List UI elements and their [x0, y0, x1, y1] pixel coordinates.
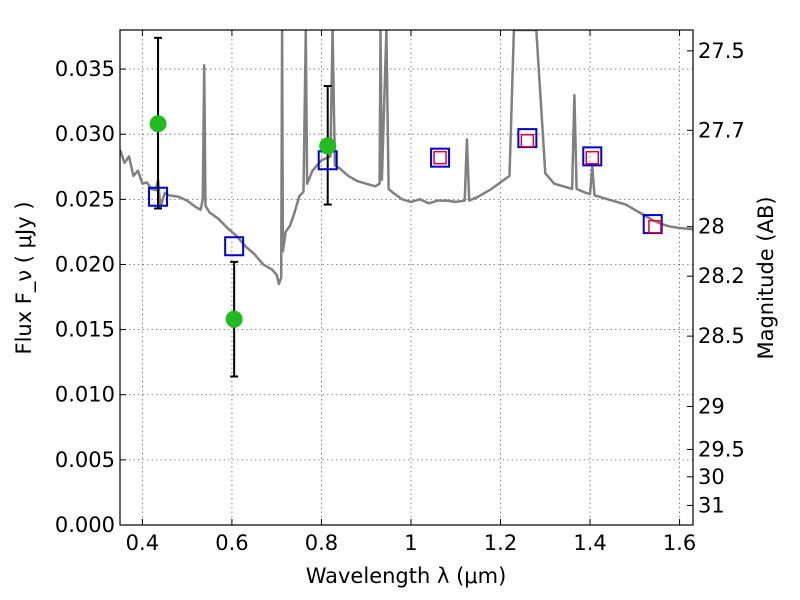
observed-flux-point: [225, 310, 243, 328]
y-tick-label: 0.000: [55, 513, 115, 537]
y-tick-label: 0.010: [55, 383, 115, 407]
y-axis-title: Flux F_ν ( μJy ): [12, 201, 37, 354]
y-tick-label: 0.020: [55, 252, 115, 276]
model-photometry-marker: [224, 236, 245, 257]
y-tick-label: 0.025: [55, 187, 115, 211]
model-photometry-marker: [582, 146, 603, 167]
x-tick-label: 1.6: [663, 531, 696, 555]
observed-flux-point: [149, 115, 167, 133]
right-tick-label: 28.5: [698, 324, 745, 348]
y-right-axis-title: Magnitude (AB): [754, 196, 778, 359]
x-tick-label: 0.6: [215, 531, 248, 555]
right-tick-label: 30: [698, 465, 725, 489]
axes: 0.4 0.6 0.8 1 1.2 1.4 1.6 0.000 0.005 0.010 0.015 0…: [55, 30, 745, 555]
model-photometry-inner-marker: [520, 133, 535, 148]
y-tick-label: 0.005: [55, 448, 115, 472]
observed-flux-point: [319, 137, 337, 155]
y-tick-label: 0.035: [55, 57, 115, 81]
model-spectrum-line: [120, 30, 693, 286]
x-tick-label: 0.4: [126, 531, 159, 555]
model-photometry-inner-marker: [433, 150, 447, 165]
right-tick-label: 27.5: [698, 39, 745, 63]
plot-background: [120, 30, 693, 525]
model-photometry-marker: [430, 147, 451, 168]
x-tick-label: 0.8: [305, 531, 338, 555]
right-tick-label: 29: [698, 394, 725, 418]
model-photometry-inner-marker: [648, 219, 662, 234]
right-tick-label: 28.2: [698, 264, 745, 288]
plot-area: [120, 30, 693, 378]
x-tick-label: 1: [404, 531, 417, 555]
x-tick-label: 1.2: [484, 531, 517, 555]
right-tick-label: 31: [698, 493, 725, 517]
y-tick-label: 0.030: [55, 122, 115, 146]
right-tick-label: 27.7: [698, 118, 745, 142]
x-tick-label: 1.4: [573, 531, 606, 555]
x-axis-title: Wavelength λ (μm): [306, 564, 507, 588]
right-tick-label: 28: [698, 215, 725, 239]
right-tick-label: 29.5: [698, 437, 745, 461]
plot-frame: [119, 29, 694, 526]
model-photometry-inner-marker: [585, 150, 600, 165]
model-photometry-marker: [148, 186, 169, 207]
y-tick-label: 0.015: [55, 318, 115, 342]
